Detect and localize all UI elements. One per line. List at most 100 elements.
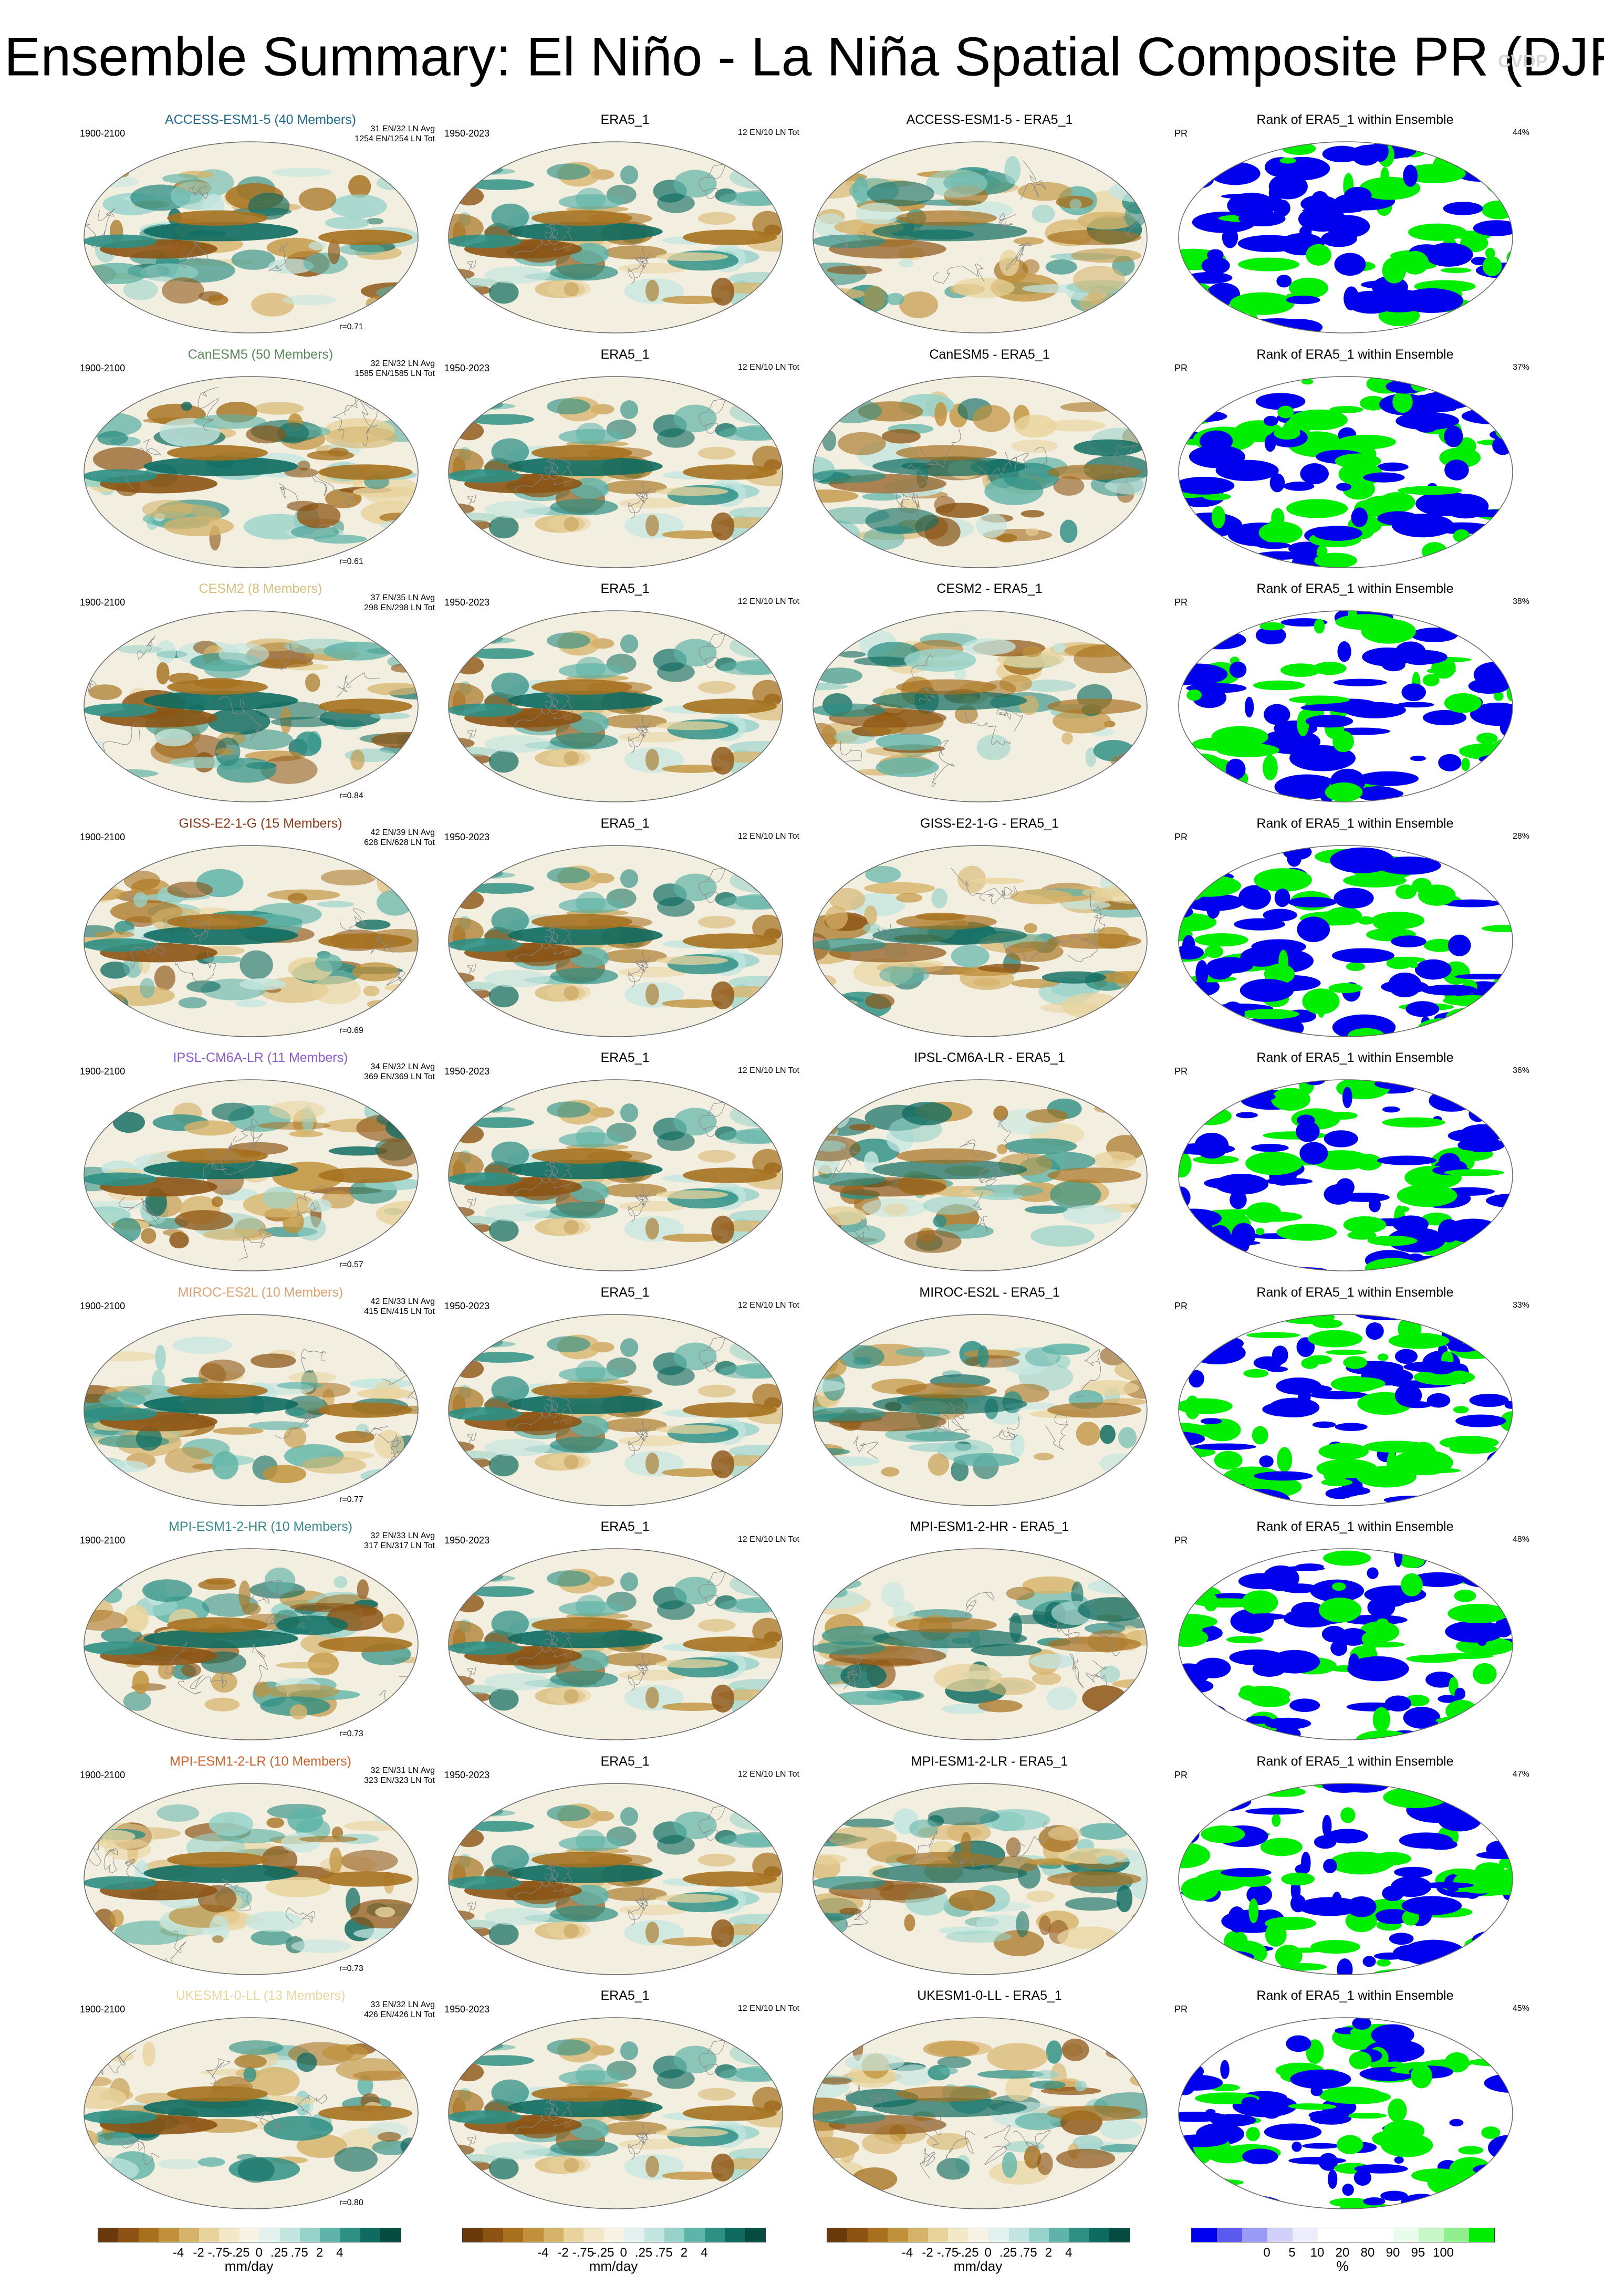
model-years: 1900-2100 [80,831,126,842]
panel-rank: Rank of ERA5_1 within Ensemble PR 37% [1171,343,1539,577]
colorbar-swatch [523,2228,544,2242]
colorbar-swatch [1028,2228,1049,2242]
obs-counts: 12 EN/10 LN Tot [737,1769,799,1779]
colorbar-rank: 0 5 10 20 80 90 95 100% [1191,2228,1495,2275]
colorbar-swatch [827,2228,848,2242]
colorbar-swatch [159,2228,179,2242]
pattern-correlation: r=0.73 [339,1729,363,1738]
obs-title: ERA5_1 [600,816,650,831]
model-composite-map [84,1782,419,1975]
colorbar-swatch [1343,2228,1368,2242]
rank-title: Rank of ERA5_1 within Ensemble [1256,1050,1454,1065]
model-title: IPSL-CM6A-LR (11 Members) [173,1050,348,1065]
colorbar-swatches [827,2228,1130,2242]
obs-years: 1950-2023 [444,2004,490,2015]
rank-variable: PR [1174,1769,1188,1780]
obs-years: 1950-2023 [444,1535,490,1546]
obs-title: ERA5_1 [600,1754,650,1769]
panel-model-composite: MPI-ESM1-2-HR (10 Members) 1900-2100 32 EN… [77,1515,444,1749]
obs-composite-map [448,375,783,568]
model-avg: 31 EN/32 LN Avg [370,124,435,133]
obs-title: ERA5_1 [600,1519,650,1534]
colorbar-swatch [1242,2228,1267,2242]
colorbar-tick-label: -2 [193,2246,204,2260]
colorbar-tick-label: -4 [172,2246,184,2260]
model-years: 1900-2100 [80,362,126,373]
colorbar-swatches [1191,2228,1495,2242]
model-title: MIROC-ES2L (10 Members) [178,1285,343,1300]
rank-percent: 36% [1512,1066,1529,1075]
difference-title: UKESM1-0-LL - ERA5_1 [917,1988,1062,2003]
rank-variable: PR [1174,2004,1188,2015]
model-composite-map [84,1313,419,1506]
model-composite-map [84,1079,419,1271]
model-counts: 31 EN/32 LN Avg 1254 EN/1254 LN Tot [355,124,435,144]
colorbar-swatch [1049,2228,1069,2242]
panel-obs-composite: ERA5_1 1950-2023 12 EN/10 LN Tot [441,1281,809,1515]
colorbar-swatch [259,2228,280,2242]
obs-composite-map [448,1782,783,1975]
colorbar-tick-label: 80 [1360,2246,1375,2260]
colorbar-ticks: -4 -2 -.75 -.25 0 .25.75 2 4 [462,2246,765,2261]
panel-rank: Rank of ERA5_1 within Ensemble PR 28% [1171,812,1539,1046]
colorbar-tick-label: 5 [1288,2246,1296,2260]
rank-map [1178,610,1513,802]
colorbar-tick-label: 2 [1045,2246,1053,2260]
rank-percent: 37% [1512,362,1529,372]
difference-title: GISS-E2-1-G - ERA5_1 [920,816,1059,831]
model-avg: 42 EN/39 LN Avg [370,828,435,837]
panel-obs-composite: ERA5_1 1950-2023 12 EN/10 LN Tot [441,1984,809,2218]
colorbar-tick-label: -.25 [957,2246,979,2260]
panel-row: ACCESS-ESM1-5 (40 Members) 1900-2100 31 EN… [0,108,1604,342]
obs-years: 1950-2023 [444,1769,490,1780]
colorbar-swatch [320,2228,340,2242]
colorbar-swatch [138,2228,159,2242]
difference-title: CanESM5 - ERA5_1 [929,347,1050,362]
model-tot: 369 EN/369 LN Tot [364,1072,435,1081]
colorbar-tick-label: -.25 [592,2246,614,2260]
panel-row: MPI-ESM1-2-HR (10 Members) 1900-2100 32 EN… [0,1515,1604,1749]
colorbar-swatch [118,2228,139,2242]
panel-difference: UKESM1-0-LL - ERA5_1 [806,1984,1173,2218]
colorbar-swatch [503,2228,524,2242]
obs-composite-map [448,844,783,1037]
colorbar-swatch [1368,2228,1393,2242]
colorbar-swatch [279,2228,300,2242]
difference-title: MPI-ESM1-2-HR - ERA5_1 [910,1519,1069,1534]
panel-model-composite: ACCESS-ESM1-5 (40 Members) 1900-2100 31 EN… [77,108,444,342]
colorbar-swatch [1318,2228,1343,2242]
panel-model-composite: UKESM1-0-LL (13 Members) 1900-2100 33 EN/3… [77,1984,444,2218]
difference-map [813,1548,1148,1740]
model-years: 1900-2100 [80,128,126,139]
colorbar-tick-label: 0 [984,2246,992,2260]
colorbar-tick-label: 4 [1065,2246,1072,2260]
colorbar-swatch [745,2228,765,2242]
colorbar-swatch [1469,2228,1494,2242]
obs-title: ERA5_1 [600,1988,650,2003]
colorbar-swatch [219,2228,239,2242]
colorbar-swatch [684,2228,705,2242]
colorbar-swatch [603,2228,624,2242]
model-composite-map [84,2017,419,2209]
obs-composite-map [448,1079,783,1271]
colorbar-swatch [664,2228,685,2242]
panel-obs-composite: ERA5_1 1950-2023 12 EN/10 LN Tot [441,1750,809,1984]
obs-counts: 12 EN/10 LN Tot [737,597,799,606]
panel-row: UKESM1-0-LL (13 Members) 1900-2100 33 EN/3… [0,1984,1604,2218]
pattern-correlation: r=0.80 [339,2198,363,2207]
model-counts: 32 EN/32 LN Avg 1585 EN/1585 LN Tot [355,359,435,379]
colorbar-obs: -4 -2 -.75 -.25 0 .25.75 2 4 mm/day [462,2228,766,2275]
rank-percent: 48% [1512,1535,1529,1544]
panel-obs-composite: ERA5_1 1950-2023 12 EN/10 LN Tot [441,108,809,342]
colorbar-swatch [867,2228,888,2242]
colorbar-swatch [888,2228,908,2242]
obs-composite-map [448,1548,783,1740]
colorbar-diff: -4 -2 -.75 -.25 0 .25.75 2 4 mm/day [827,2228,1130,2275]
rank-map [1178,1782,1513,1975]
rank-variable: PR [1174,128,1188,139]
pattern-correlation: r=0.73 [339,1964,363,1973]
colorbar-swatch [1089,2228,1110,2242]
colorbar-tick-label: 0 [620,2246,627,2260]
difference-map [813,1782,1148,1975]
panel-rank: Rank of ERA5_1 within Ensemble PR 38% [1171,577,1539,811]
